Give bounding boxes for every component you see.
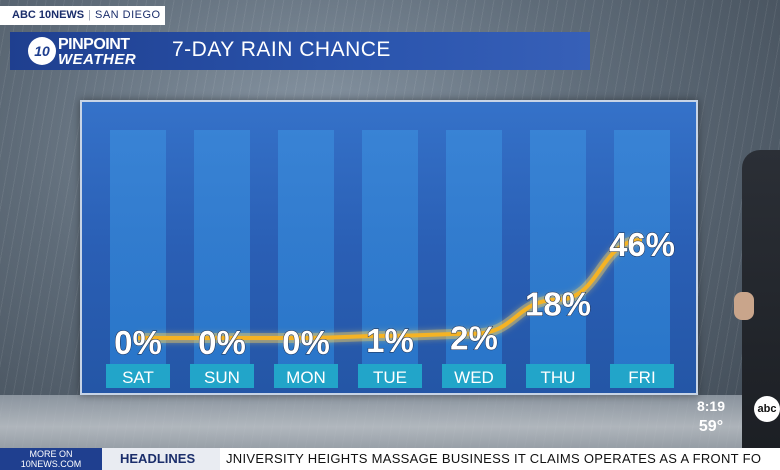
ticker-more-line2: 10NEWS.COM xyxy=(20,459,82,469)
ticker-more-line1: MORE ON xyxy=(29,449,73,459)
logo-10-icon: 10 xyxy=(28,37,56,65)
day-column-sun xyxy=(194,130,250,364)
data-label: 0% xyxy=(198,324,246,361)
day-label-box-tue xyxy=(358,364,422,388)
data-label: 18% xyxy=(525,286,591,323)
x-tick-label: WED xyxy=(454,368,494,387)
pinpoint-weather-logo: 10 PINPOINT WEATHER xyxy=(14,34,154,70)
chart-title: 7-DAY RAIN CHANCE xyxy=(172,38,391,61)
x-tick-label: MON xyxy=(286,368,326,387)
ticker-more-link[interactable]: MORE ON 10NEWS.COM xyxy=(0,448,102,470)
data-label: 0% xyxy=(282,324,330,361)
day-column-tue xyxy=(362,130,418,364)
ground-background xyxy=(0,395,780,448)
title-bar xyxy=(10,32,590,70)
data-label: 46% xyxy=(609,226,675,263)
x-tick-label: TUE xyxy=(373,368,407,387)
news-ticker: MORE ON 10NEWS.COM HEADLINES JNIVERSITY … xyxy=(0,448,780,470)
abc-network-bug: abc xyxy=(754,396,780,422)
current-time: 8:19 xyxy=(696,398,726,414)
x-tick-label: FRI xyxy=(628,368,655,387)
ticker-headlines-label: HEADLINES xyxy=(102,448,220,470)
day-column-thu xyxy=(530,130,586,364)
x-tick-label: THU xyxy=(541,368,576,387)
rain-chance-chart: 0% 0% 0% 1% 2% 18% 46% SAT SUN MON TUE WED THU FRI xyxy=(106,130,676,388)
ticker-headline-text: JNIVERSITY HEIGHTS MASSAGE BUSINESS IT C… xyxy=(226,451,762,466)
day-column-wed xyxy=(446,130,502,364)
series-line xyxy=(137,238,643,341)
logo-line2: WEATHER xyxy=(58,51,137,68)
x-tick-label: SAT xyxy=(122,368,154,387)
presenter-hand xyxy=(734,292,754,320)
day-label-box-sat xyxy=(106,364,170,388)
day-column-mon xyxy=(278,130,334,364)
data-label: 0% xyxy=(114,324,162,361)
day-label-box-wed xyxy=(442,364,506,388)
day-label-box-fri xyxy=(610,364,674,388)
data-label: 1% xyxy=(366,322,414,359)
time-temp-box: 8:19 59° xyxy=(684,398,738,436)
station-location: SAN DIEGO xyxy=(94,9,161,21)
day-label-box-mon xyxy=(274,364,338,388)
logo-line1: PINPOINT xyxy=(58,36,130,53)
data-label: 2% xyxy=(450,320,498,357)
x-tick-label: SUN xyxy=(204,368,240,387)
day-column-sat xyxy=(110,130,166,364)
current-temperature: 59° xyxy=(698,418,724,435)
station-tag: ABC 10NEWS | SAN DIEGO xyxy=(0,6,165,25)
station-name: ABC 10NEWS xyxy=(12,9,85,21)
day-label-box-thu xyxy=(526,364,590,388)
day-label-box-sun xyxy=(190,364,254,388)
station-separator: | xyxy=(88,9,91,21)
